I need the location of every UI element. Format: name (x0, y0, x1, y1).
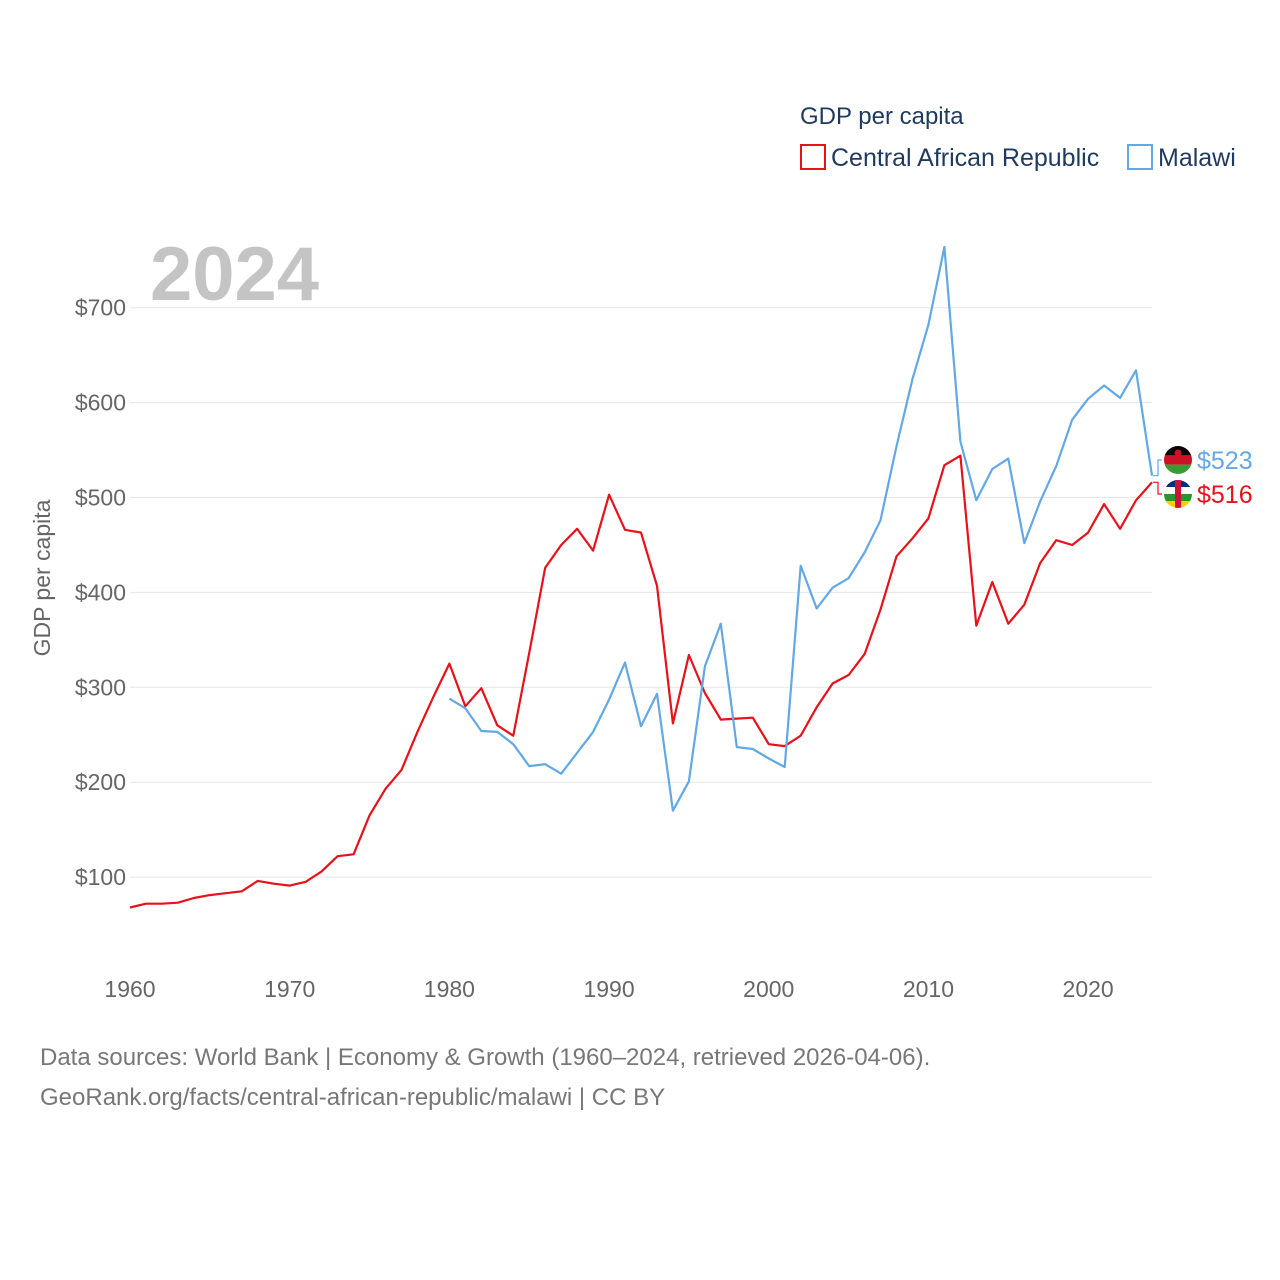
y-tick-label: $400 (75, 579, 126, 605)
x-tick-label: 2020 (1063, 976, 1114, 1002)
series-line-car[interactable] (129, 454, 1153, 909)
y-tick-label: $200 (75, 769, 126, 795)
legend-swatch-car[interactable] (800, 144, 826, 170)
footer-sources: Data sources: World Bank | Economy & Gro… (40, 1044, 931, 1071)
y-tick-label: $300 (75, 674, 126, 700)
legend-swatch-malawi[interactable] (1127, 144, 1153, 170)
legend-label-malawi[interactable]: Malawi (1158, 144, 1236, 172)
legend-title: GDP per capita (800, 103, 964, 130)
year-label: 2024 (150, 232, 319, 317)
y-tick-label: $100 (75, 864, 126, 890)
x-tick-label: 1990 (583, 976, 634, 1002)
x-tick-label: 1980 (424, 976, 475, 1002)
x-tick-label: 2010 (903, 976, 954, 1002)
y-axis-title: GDP per capita (29, 499, 55, 656)
x-tick-label: 1960 (104, 976, 155, 1002)
series-line-malawi[interactable] (448, 245, 1154, 812)
end-value-label-malawi: $523 (1197, 447, 1253, 475)
legend-label-car[interactable]: Central African Republic (831, 144, 1099, 172)
end-connector-malawi (1153, 459, 1162, 477)
y-tick-label: $700 (75, 295, 126, 321)
flag-malawi-icon (1164, 446, 1192, 474)
y-tick-label: $600 (75, 390, 126, 416)
y-axis-ticks: $100 $200 $300 $400 $500 $600 $700 (75, 295, 126, 890)
end-markers: $516 $523 (1153, 446, 1253, 509)
end-connector-car (1153, 481, 1162, 495)
flag-car-icon (1164, 480, 1192, 508)
series-lines (129, 245, 1154, 909)
x-tick-label: 1970 (264, 976, 315, 1002)
legend: GDP per capita Central African Republic … (800, 103, 1236, 172)
grid-lines (130, 307, 1152, 878)
end-value-label-car: $516 (1197, 481, 1253, 509)
footer-url[interactable]: GeoRank.org/facts/central-african-republ… (40, 1084, 666, 1111)
x-tick-label: 2000 (743, 976, 794, 1002)
x-axis-ticks: 1960 1970 1980 1990 2000 2010 2020 (104, 976, 1113, 1002)
y-tick-label: $500 (75, 485, 126, 511)
